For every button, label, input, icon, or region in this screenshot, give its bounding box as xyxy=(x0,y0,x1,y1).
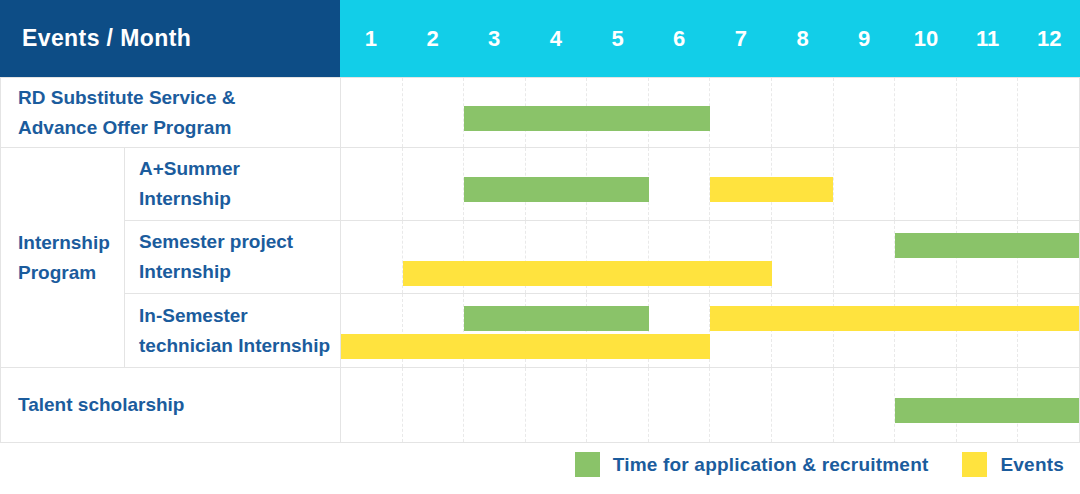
gantt-bar-events xyxy=(710,177,833,202)
gridline-column xyxy=(834,78,896,147)
row-label-in-semester-technician: In-Semester technician Internship xyxy=(124,293,340,367)
month-header-8: 8 xyxy=(772,0,834,77)
legend-item-events: Events xyxy=(962,452,1064,477)
month-header-11: 11 xyxy=(957,0,1019,77)
row-label-line: A+Summer xyxy=(139,154,340,184)
row-label-line: Semester project xyxy=(139,227,340,257)
gridline-column xyxy=(1018,78,1079,147)
row-label-a-plus-summer: A+Summer Internship xyxy=(124,147,340,220)
gridline-column xyxy=(403,78,465,147)
gridline-column xyxy=(341,221,403,293)
gantt-bar-recruitment xyxy=(464,306,649,331)
legend-label-recruitment: Time for application & recruitment xyxy=(613,454,929,476)
legend: Time for application & recruitment Event… xyxy=(575,452,1064,477)
gridline-column xyxy=(895,148,957,220)
group-cell-internship-program: Internship Program xyxy=(0,147,124,367)
gridline-column xyxy=(710,78,772,147)
month-header-4: 4 xyxy=(525,0,587,77)
gridline-column xyxy=(957,78,1019,147)
row-label-rd-substitute: RD Substitute Service & Advance Offer Pr… xyxy=(0,77,340,147)
row-label-line: Internship xyxy=(139,257,340,287)
group-label-line: Internship xyxy=(18,228,124,258)
month-header-6: 6 xyxy=(648,0,710,77)
gantt-schedule-canvas: Events / Month 123456789101112 RD Substi… xyxy=(0,0,1080,494)
gridline-column xyxy=(710,368,772,442)
group-label-line: Program xyxy=(18,258,124,288)
row-label-line: RD Substitute Service & xyxy=(18,83,340,113)
row-label-talent-scholarship: Talent scholarship xyxy=(0,367,340,443)
gantt-bar-recruitment xyxy=(895,398,1080,423)
month-header-10: 10 xyxy=(895,0,957,77)
month-header-5: 5 xyxy=(587,0,649,77)
legend-item-recruitment: Time for application & recruitment xyxy=(575,452,929,477)
gridline-column xyxy=(341,368,403,442)
chart-row-rd-substitute xyxy=(340,77,1080,147)
legend-swatch-green xyxy=(575,452,600,477)
month-gridlines xyxy=(341,78,1079,147)
month-header-1: 1 xyxy=(340,0,402,77)
legend-swatch-yellow xyxy=(962,452,987,477)
row-label-line: Internship xyxy=(139,184,340,214)
months-strip: 123456789101112 xyxy=(340,0,1080,77)
month-header-2: 2 xyxy=(402,0,464,77)
events-month-header-cell: Events / Month xyxy=(0,0,340,77)
row-label-line: Advance Offer Program xyxy=(18,113,340,143)
chart-row-a-plus-summer xyxy=(340,147,1080,220)
gantt-bar-recruitment xyxy=(464,106,710,131)
gridline-column xyxy=(772,368,834,442)
row-label-line: In-Semester xyxy=(139,301,340,331)
gantt-bar-events xyxy=(341,334,710,359)
chart-row-talent-scholarship xyxy=(340,367,1080,443)
gridline-column xyxy=(341,148,403,220)
chart-row-semester-project xyxy=(340,220,1080,293)
row-label-line: Talent scholarship xyxy=(18,390,340,420)
month-header-7: 7 xyxy=(710,0,772,77)
gridline-column xyxy=(464,368,526,442)
legend-label-events: Events xyxy=(1000,454,1064,476)
gantt-bar-recruitment xyxy=(895,233,1080,258)
gridline-column xyxy=(649,368,711,442)
month-header-9: 9 xyxy=(833,0,895,77)
gridline-column xyxy=(403,368,465,442)
gridline-column xyxy=(834,148,896,220)
gridline-column xyxy=(1018,148,1079,220)
gridline-column xyxy=(772,78,834,147)
gridline-column xyxy=(649,148,711,220)
gridline-column xyxy=(834,221,896,293)
row-label-line: technician Internship xyxy=(139,331,340,361)
gantt-bar-events xyxy=(710,306,1079,331)
gridline-column xyxy=(587,368,649,442)
gridline-column xyxy=(895,78,957,147)
table-title: Events / Month xyxy=(22,25,191,52)
gridline-column xyxy=(772,221,834,293)
gridline-column xyxy=(403,148,465,220)
gantt-table: Events / Month 123456789101112 RD Substi… xyxy=(0,0,1080,443)
gantt-bar-recruitment xyxy=(464,177,649,202)
chart-row-in-semester-technician xyxy=(340,293,1080,367)
gantt-bar-events xyxy=(403,261,772,286)
gridline-column xyxy=(957,148,1019,220)
month-header-3: 3 xyxy=(463,0,525,77)
month-header-12: 12 xyxy=(1018,0,1080,77)
gridline-column xyxy=(341,78,403,147)
row-label-semester-project: Semester project Internship xyxy=(124,220,340,293)
gridline-column xyxy=(834,368,896,442)
gridline-column xyxy=(526,368,588,442)
